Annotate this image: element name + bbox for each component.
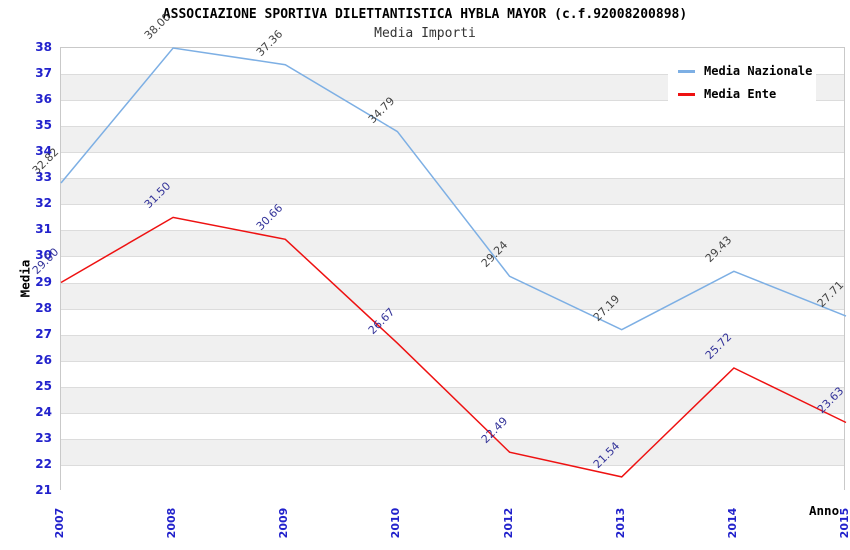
series-line-media-nazionale	[60, 47, 847, 331]
grid-band	[61, 256, 844, 283]
y-tick-label: 29	[35, 274, 52, 289]
legend-label: Media Ente	[704, 87, 777, 101]
y-tick-label: 21	[35, 483, 52, 497]
y-tick-label: 33	[35, 170, 52, 185]
x-axis-title: Anno	[809, 503, 840, 518]
grid-band	[61, 126, 844, 153]
y-tick-label: 32	[35, 196, 52, 211]
x-tick-label: 2009	[277, 507, 291, 539]
grid-band	[61, 204, 844, 231]
legend-label: Media Nazionale	[704, 64, 813, 78]
grid-band	[61, 308, 844, 335]
y-tick-label: 30	[35, 248, 52, 263]
grid-band	[61, 178, 844, 205]
y-tick-label: 34	[35, 144, 52, 159]
x-tick-label: 2010	[389, 507, 403, 539]
x-tick-label: 2014	[725, 507, 739, 539]
y-tick-label: 26	[35, 352, 52, 367]
y-tick-label: 37	[35, 66, 52, 81]
x-tick-label: 2008	[165, 507, 179, 539]
y-tick-label: 35	[35, 118, 52, 133]
grid-band	[61, 282, 844, 309]
y-tick-label: 24	[35, 404, 52, 419]
y-tick-label: 28	[35, 300, 52, 315]
x-tick-label: 2013	[613, 507, 627, 539]
grid-band	[61, 360, 844, 387]
y-tick-label: 25	[35, 378, 52, 393]
grid-band	[61, 334, 844, 361]
y-tick-label: 38	[35, 40, 52, 54]
legend: Media Nazionale Media Ente	[668, 56, 816, 109]
grid-band	[61, 464, 844, 491]
x-tick-label: 2015	[838, 507, 850, 539]
legend-item-media-nazionale: Media Nazionale	[678, 64, 812, 78]
grid-band	[61, 412, 844, 439]
series-line-media-ente	[60, 216, 847, 478]
chart-subtitle: Media Importi	[374, 26, 476, 41]
media-nazionale-line-swatch-icon	[678, 69, 695, 73]
y-tick-label: 27	[35, 326, 52, 341]
media-ente-line-swatch-icon	[678, 92, 695, 96]
y-tick-label: 31	[35, 222, 52, 237]
y-tick-label: 22	[35, 456, 52, 471]
series-lines	[60, 47, 847, 478]
grid-band	[61, 438, 844, 465]
x-tick-label: 2012	[501, 507, 515, 539]
y-tick-label: 23	[35, 430, 52, 445]
y-tick-label: 36	[35, 92, 52, 107]
grid-band	[61, 386, 844, 413]
grid-band	[61, 230, 844, 257]
legend-item-media-ente: Media Ente	[678, 87, 806, 101]
x-tick-label: 2007	[53, 507, 66, 539]
chart-title: ASSOCIAZIONE SPORTIVA DILETTANTISTICA HY…	[162, 7, 688, 22]
grid-band	[61, 152, 844, 179]
plot-area	[60, 47, 847, 491]
